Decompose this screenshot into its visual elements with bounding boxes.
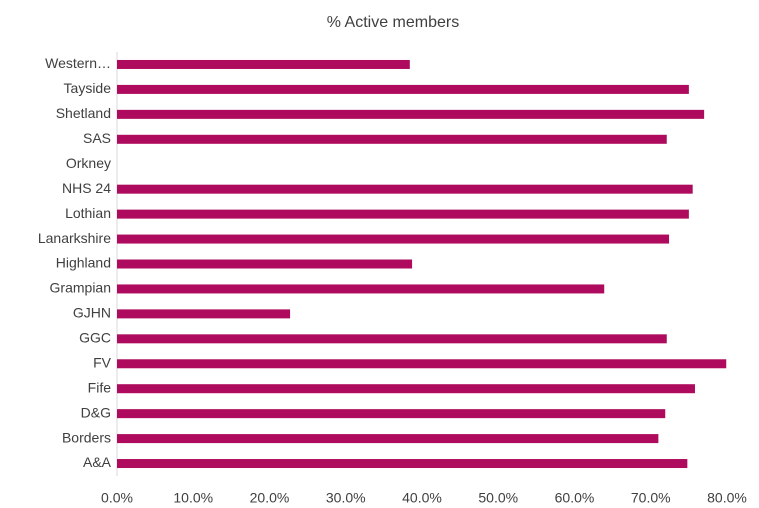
- y-tick-label: Orkney: [66, 155, 111, 171]
- bar: [117, 59, 410, 69]
- x-tick-label: 50.0%: [478, 490, 518, 506]
- bar: [117, 309, 291, 319]
- x-tick-label: 10.0%: [173, 490, 213, 506]
- bar: [117, 209, 689, 219]
- y-tick-label: Tayside: [64, 80, 112, 96]
- y-tick-label: D&G: [81, 404, 111, 420]
- y-tick-label: GJHN: [73, 305, 111, 321]
- x-tick-label: 70.0%: [631, 490, 671, 506]
- x-tick-label: 60.0%: [555, 490, 595, 506]
- y-tick-label: FV: [93, 354, 112, 370]
- y-tick-label: SAS: [83, 130, 111, 146]
- bar: [117, 84, 689, 94]
- bar: [117, 334, 667, 344]
- bar: [117, 184, 693, 194]
- y-tick-label: Grampian: [50, 280, 111, 296]
- bar: [117, 434, 659, 444]
- y-tick-label: GGC: [79, 330, 111, 346]
- bar: [117, 259, 413, 269]
- y-tick-label: Borders: [62, 429, 111, 445]
- y-tick-label: A&A: [83, 454, 112, 470]
- x-tick-label: 20.0%: [250, 490, 290, 506]
- bar: [117, 284, 605, 294]
- bar: [117, 359, 727, 369]
- x-tick-label: 40.0%: [402, 490, 442, 506]
- y-tick-label: NHS 24: [62, 180, 111, 196]
- bar: [117, 134, 667, 144]
- chart-title: % Active members: [327, 14, 459, 31]
- x-tick-label: 0.0%: [101, 490, 133, 506]
- bar: [117, 459, 688, 469]
- bar: [117, 384, 695, 394]
- y-tick-label: Fife: [88, 379, 112, 395]
- bar: [117, 109, 705, 119]
- bar: [117, 234, 670, 244]
- y-tick-label: Shetland: [56, 105, 111, 121]
- y-tick-label: Highland: [56, 255, 111, 271]
- y-tick-label: Western…: [45, 55, 111, 71]
- x-tick-label: 30.0%: [326, 490, 366, 506]
- y-tick-label: Lanarkshire: [38, 230, 111, 246]
- y-tick-label: Lothian: [65, 205, 111, 221]
- x-tick-label: 80.0%: [707, 490, 747, 506]
- bar: [117, 409, 666, 419]
